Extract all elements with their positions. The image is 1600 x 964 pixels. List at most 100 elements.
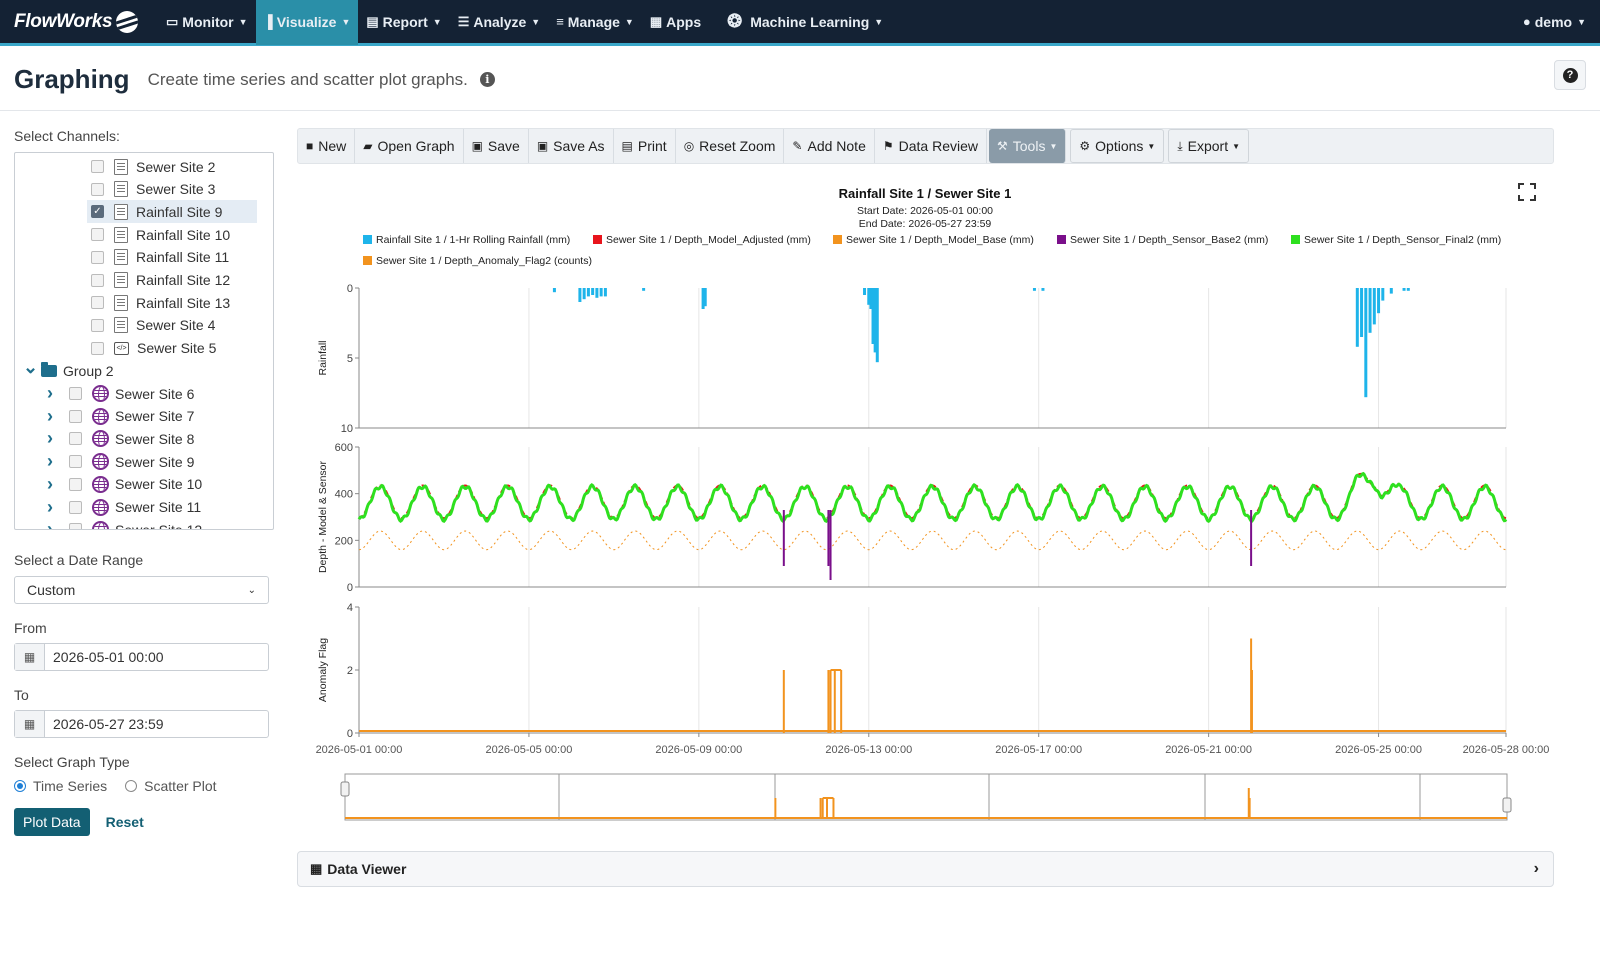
channel-checkbox[interactable] <box>91 250 104 264</box>
brand-logo[interactable]: FlowWorks <box>0 10 158 33</box>
add-note-button[interactable]: ✎ Add Note <box>784 129 875 163</box>
folder-icon <box>41 361 57 377</box>
time-series-chart[interactable]: Rainfall Site 1 / Sewer Site 1 Start Date… <box>297 170 1554 840</box>
nav-machine-learning[interactable]: ❂ Machine Learning ▼ <box>709 0 891 45</box>
from-date-field[interactable]: ▦ <box>14 643 269 671</box>
calendar-icon[interactable]: ▦ <box>15 711 45 737</box>
time-series-radio[interactable] <box>14 780 26 792</box>
channel-tree[interactable]: Sewer Site 2 Sewer Site 3 ✓ Rainfall Site 9… <box>14 152 274 530</box>
time-series-label[interactable]: Time Series <box>33 778 108 794</box>
channel-checkbox[interactable] <box>69 477 82 491</box>
reset-link[interactable]: Reset <box>105 814 144 830</box>
tree-item[interactable]: Sewer Site 2 <box>91 155 215 178</box>
to-date-field[interactable]: ▦ <box>14 710 269 738</box>
chevron-right-icon[interactable]: › <box>47 383 53 403</box>
chevron-down-icon: ▼ <box>1577 16 1586 27</box>
options-button[interactable]: ⚙ Options ▼ <box>1070 129 1165 163</box>
date-range-select[interactable]: Custom ⌄ <box>14 576 269 604</box>
chevron-right-icon[interactable]: › <box>47 451 53 472</box>
chevron-right-icon[interactable]: › <box>1533 860 1539 877</box>
help-button[interactable]: ? <box>1554 60 1586 90</box>
channel-checkbox[interactable] <box>69 455 82 469</box>
channel-checkbox[interactable] <box>91 318 104 332</box>
tree-item[interactable]: </> Sewer Site 5 <box>91 337 216 360</box>
tree-item[interactable]: Sewer Site 4 <box>91 314 215 337</box>
tree-item[interactable]: › Sewer Site 10 <box>47 473 202 496</box>
range-handle-right[interactable] <box>1502 797 1512 813</box>
tree-item[interactable]: ✓ Rainfall Site 9 <box>87 200 257 224</box>
from-date-input[interactable] <box>45 649 245 665</box>
save-as-button[interactable]: ▣ Save As <box>529 129 614 163</box>
tree-item[interactable]: Sewer Site 3 <box>91 178 215 201</box>
tree-item[interactable]: Rainfall Site 10 <box>91 223 230 246</box>
channel-checkbox[interactable] <box>91 228 104 242</box>
scatter-plot-radio[interactable] <box>125 780 138 792</box>
reset-zoom-button[interactable]: ◎ Reset Zoom <box>676 129 785 163</box>
plot-data-button[interactable]: Plot Data <box>14 808 90 836</box>
tree-item[interactable]: › Sewer Site 7 <box>47 405 194 428</box>
chevron-down-icon: ▼ <box>624 16 634 27</box>
nav-visualize[interactable]: ▐ Visualize ▼ <box>255 0 359 45</box>
channel-checkbox[interactable] <box>91 296 104 310</box>
chevron-right-icon[interactable]: › <box>47 473 53 494</box>
chevron-down-icon[interactable]: ⌄ <box>23 356 39 377</box>
rainfall-bar <box>1389 288 1393 294</box>
tree-item[interactable]: › Sewer Site 9 <box>47 450 194 473</box>
ml-icon: ❂ <box>727 11 743 31</box>
tree-item[interactable]: Rainfall Site 12 <box>91 269 230 292</box>
new-button[interactable]: ■ New <box>298 129 356 163</box>
nav-apps[interactable]: ▦ Apps <box>642 0 709 45</box>
x-tick-label: 2026-05-01 00:00 <box>316 744 403 756</box>
channel-checkbox[interactable] <box>91 182 104 196</box>
nav-report[interactable]: ▤ Report ▼ <box>358 0 449 45</box>
user-menu[interactable]: ● demo ▼ <box>1515 0 1600 45</box>
rainfall-bar <box>1032 288 1036 291</box>
rainfall-bar <box>701 288 705 309</box>
data-viewer-panel[interactable]: ▦ Data Viewer › <box>297 851 1554 887</box>
wrench-icon: ⚒ <box>997 139 1008 153</box>
print-button[interactable]: ▤ Print <box>614 129 676 163</box>
to-date-input[interactable] <box>45 716 245 732</box>
range-handle-left[interactable] <box>340 781 350 797</box>
tree-item[interactable]: › Sewer Site 6 <box>47 382 194 405</box>
channel-checkbox[interactable] <box>69 387 82 400</box>
channel-checkbox[interactable] <box>69 523 82 529</box>
toolbar-button-label: Print <box>637 138 667 154</box>
chevron-right-icon[interactable]: › <box>47 496 53 517</box>
nav-label: Machine Learning <box>750 13 870 30</box>
save-button[interactable]: ▣ Save <box>464 129 529 163</box>
tree-item-label: Sewer Site 3 <box>136 181 216 198</box>
legend-entry: Sewer Site 1 / Depth_Sensor_Final2 (mm) <box>1304 234 1501 246</box>
data-review-button[interactable]: ⚑ Data Review <box>875 129 987 163</box>
save-as-icon: ▣ <box>536 139 549 153</box>
channel-checkbox[interactable] <box>91 341 104 355</box>
x-tick-label: 2026-05-21 00:00 <box>1165 744 1252 756</box>
info-icon[interactable]: i <box>479 72 495 87</box>
fullscreen-icon[interactable] <box>1518 183 1536 201</box>
tree-item[interactable]: Rainfall Site 11 <box>91 246 229 269</box>
rainfall-bar <box>595 288 599 298</box>
channel-checkbox[interactable] <box>91 160 104 173</box>
open-graph-button[interactable]: ▰ Open Graph <box>355 129 464 163</box>
nav-manage[interactable]: ≡ Manage ▼ <box>548 0 642 45</box>
export-button[interactable]: ⤓ Export ▼ <box>1168 129 1250 163</box>
nav-analyze[interactable]: ☰ Analyze ▼ <box>450 0 549 45</box>
chevron-right-icon[interactable]: › <box>47 405 53 426</box>
chevron-right-icon[interactable]: › <box>47 428 53 449</box>
channel-checkbox[interactable] <box>69 432 82 446</box>
tree-folder[interactable]: ⌄ Group 2 <box>23 356 114 382</box>
tree-item[interactable]: › Sewer Site 8 <box>47 427 194 450</box>
channel-checkbox[interactable] <box>69 409 82 423</box>
tree-item[interactable]: Rainfall Site 13 <box>91 291 230 314</box>
tree-item[interactable]: › Sewer Site 11 <box>47 496 201 519</box>
scatter-plot-label[interactable]: Scatter Plot <box>144 778 217 794</box>
tools-button[interactable]: ⚒ Tools ▼ <box>989 129 1067 163</box>
chevron-right-icon[interactable]: › <box>47 519 53 530</box>
nav-label: Manage <box>567 13 620 30</box>
channel-checkbox[interactable] <box>91 273 104 287</box>
channel-checkbox[interactable]: ✓ <box>91 205 104 219</box>
channel-checkbox[interactable] <box>69 500 82 514</box>
tree-item[interactable]: › Sewer Site 12 <box>47 518 202 530</box>
calendar-icon[interactable]: ▦ <box>15 644 45 670</box>
nav-monitor[interactable]: ▭ Monitor ▼ <box>158 0 256 45</box>
